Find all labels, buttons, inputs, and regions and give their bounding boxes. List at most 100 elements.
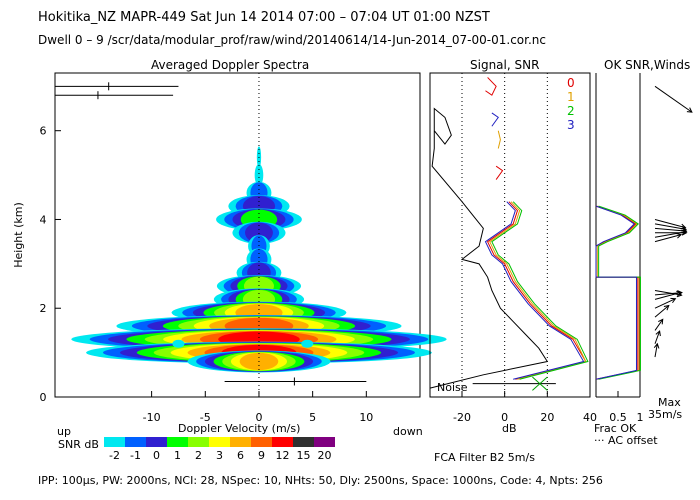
up-label: up — [57, 425, 71, 438]
signal-x-tick-label-3: 40 — [583, 411, 597, 424]
winds-title: OK SNR,Winds — [604, 58, 691, 72]
wind-arrow-head-13 — [655, 330, 661, 337]
colorbar-cell-4 — [188, 437, 209, 447]
wind-arrow-9 — [654, 291, 682, 300]
x-tick-label-3: 5 — [309, 411, 316, 424]
signal-frame — [429, 72, 591, 398]
wind-arrow-head-9 — [676, 290, 683, 297]
footer-params: IPP: 100µs, PW: 2000ns, NCI: 28, NSpec: … — [38, 474, 603, 487]
max-label: Max — [658, 396, 681, 409]
max-value: 35m/s — [648, 408, 683, 421]
down-label: down — [393, 425, 423, 438]
colorbar-cell-0 — [104, 437, 125, 447]
wind-arrow-14 — [654, 343, 658, 358]
wind-arrow-head-10 — [670, 297, 677, 304]
colorbar-cell-2 — [146, 437, 167, 447]
colorbar-cell-3 — [167, 437, 188, 447]
colorbar-cell-9 — [293, 437, 314, 447]
colorbar-tick-7: 9 — [258, 449, 265, 462]
wind-arrow-6 — [654, 234, 682, 243]
wind-arrow-1 — [654, 218, 686, 229]
snr-series-3 — [484, 201, 585, 380]
y-tick-label-1: 2 — [40, 302, 47, 315]
colorbar-tick-2: 0 — [153, 449, 160, 462]
colorbar-tick-3: 1 — [174, 449, 181, 462]
spectral-side-blob-0 — [172, 339, 185, 348]
colorbar-tick-10: 20 — [317, 449, 332, 462]
wind-arrow-13 — [654, 330, 661, 344]
colorbar-cell-5 — [209, 437, 230, 447]
colorbar-tick-6: 6 — [237, 449, 244, 462]
snr-fragment-0 — [485, 77, 497, 96]
wind-arrow-head-0 — [686, 107, 693, 113]
colorbar-tick-8: 12 — [275, 449, 290, 462]
snr-series-2 — [491, 201, 589, 380]
spectral-side-blob-1 — [301, 339, 314, 348]
spectra-field — [71, 146, 447, 373]
wind-arrow-head-6 — [676, 233, 683, 239]
wind-arrow-head-5 — [681, 229, 688, 236]
frac-ok-series-0 — [595, 205, 639, 380]
snr-fragment-1 — [491, 112, 499, 127]
colorbar-cell-8 — [272, 437, 293, 447]
x-axis-label: Doppler Velocity (m/s) — [178, 422, 301, 435]
dwell-legend-0: 0 — [567, 76, 575, 90]
y-tick-label-2: 4 — [40, 213, 47, 226]
wind-arrow-head-14 — [653, 342, 660, 349]
wind-arrow-10 — [654, 298, 676, 309]
ac-offset-label: ··· AC offset — [594, 434, 658, 447]
x-tick-label-2: 0 — [255, 411, 262, 424]
header-line1: Hokitika_NZ MAPR-449 Sat Jun 14 2014 07:… — [38, 10, 490, 25]
x-tick-label-1: -5 — [200, 411, 211, 424]
colorbar-tick-9: 15 — [296, 449, 311, 462]
colorbar-cell-6 — [230, 437, 251, 447]
snr-series-1 — [489, 201, 587, 380]
colorbar-tick-5: 3 — [216, 449, 223, 462]
wind-arrow-head-12 — [658, 318, 664, 325]
wind-arrow-7 — [654, 289, 682, 296]
colorbar-label: SNR dB — [58, 438, 99, 451]
y-tick-label-0: 0 — [40, 391, 47, 404]
db-label: dB — [502, 422, 517, 435]
dwell-legend-1: 1 — [567, 90, 575, 104]
frac-ok-series-2 — [598, 205, 641, 380]
colorbar-tick-1: -1 — [130, 449, 141, 462]
frac-ok-series-3 — [595, 205, 637, 380]
colorbar-tick-0: -2 — [109, 449, 120, 462]
y-tick-label-3: 6 — [40, 125, 47, 138]
signal-x-tick-label-0: -20 — [453, 411, 471, 424]
signal-trace — [429, 107, 549, 389]
frac-ok-label: Frac OK — [594, 422, 637, 435]
header-line2: Dwell 0 – 9 /scr/data/modular_prof/raw/w… — [38, 33, 546, 47]
frac-x-tick-label-0: 0.5 — [609, 411, 627, 424]
noise-marker-b — [532, 376, 548, 391]
colorbar-cell-1 — [125, 437, 146, 447]
signal-x-tick-label-2: 20 — [540, 411, 554, 424]
colorbar-cell-7 — [251, 437, 272, 447]
colorbar-tick-4: 2 — [195, 449, 202, 462]
x-tick-label-0: -10 — [143, 411, 161, 424]
wind-arrow-2 — [654, 223, 687, 230]
spectral-contour-1-0 — [254, 164, 264, 187]
filter-label: FCA Filter B2 5m/s — [434, 451, 535, 464]
frac-ok-series-1 — [596, 205, 640, 380]
signal-x-tick-label-1: 0 — [501, 411, 508, 424]
wind-arrow-head-11 — [663, 304, 670, 311]
wind-arrow-0 — [654, 85, 693, 113]
wind-arrow-12 — [654, 319, 664, 331]
spectra-title: Averaged Doppler Spectra — [151, 58, 310, 72]
colorbar-cell-10 — [314, 437, 335, 447]
snr-series-0 — [486, 201, 587, 380]
signal-title: Signal, SNR — [470, 58, 540, 72]
frac-x-tick-label-1: 1 — [637, 411, 644, 424]
spectra-frame — [54, 72, 421, 398]
dwell-legend-3: 3 — [567, 118, 575, 132]
snr-fragment-3 — [495, 165, 504, 180]
x-tick-label-4: 10 — [359, 411, 373, 424]
dwell-legend-2: 2 — [567, 104, 575, 118]
noise-label: Noise — [437, 381, 468, 394]
wind-arrow-5 — [654, 231, 687, 238]
snr-fragment-2 — [497, 130, 501, 149]
wind-arrow-11 — [654, 305, 670, 318]
